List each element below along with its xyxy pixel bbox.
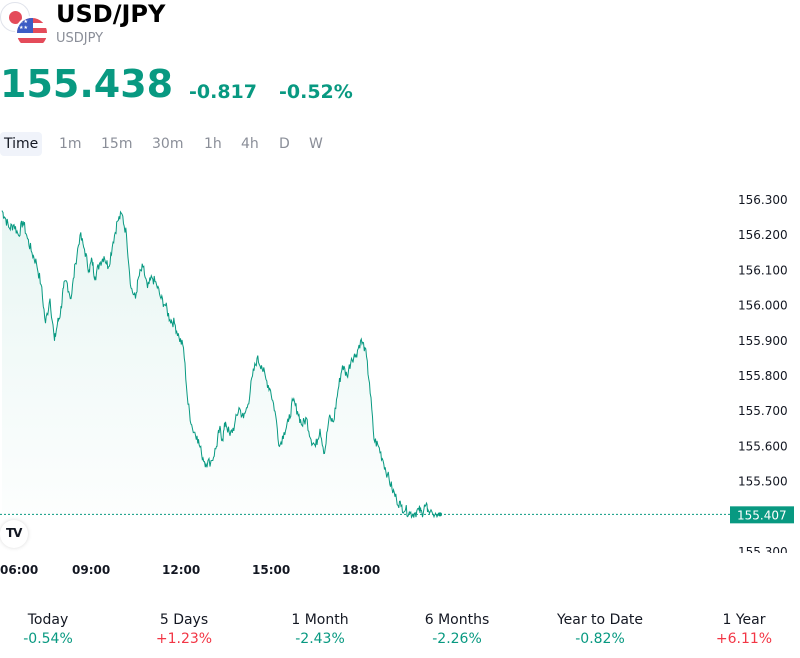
- tab-w[interactable]: W: [309, 136, 323, 152]
- perf-1-year[interactable]: 1 Year +6.11%: [684, 610, 800, 648]
- tab-1m[interactable]: 1m: [59, 136, 82, 152]
- tab-15m[interactable]: 15m: [101, 136, 133, 152]
- y-tick-label: 155.900: [738, 334, 788, 348]
- perf-today[interactable]: Today -0.54%: [0, 610, 108, 648]
- y-tick-label: 155.600: [738, 439, 788, 453]
- ticker-subtitle: USDJPY: [56, 31, 104, 46]
- perf-label: Year to Date: [556, 612, 644, 628]
- perf-year-to-date[interactable]: Year to Date -0.82%: [540, 610, 660, 648]
- last-price: 155.438: [0, 62, 174, 106]
- symbol-title: USD/JPY: [56, 0, 166, 28]
- us-flag-icon: [15, 16, 49, 50]
- perf-value: -2.43%: [295, 631, 345, 647]
- perf-label: 1 Year: [722, 612, 766, 628]
- y-tick-label: 156.000: [738, 299, 788, 313]
- y-tick-label: 156.100: [738, 263, 788, 277]
- perf-value: -2.26%: [432, 631, 482, 647]
- x-tick-label: 12:00: [162, 563, 200, 577]
- perf-1-month[interactable]: 1 Month -2.43%: [260, 610, 380, 648]
- currency-flags: [0, 2, 52, 50]
- perf-value: -0.54%: [23, 631, 73, 647]
- x-tick-label: 09:00: [72, 563, 110, 577]
- tab-30m[interactable]: 30m: [152, 136, 184, 152]
- tab-d[interactable]: D: [279, 136, 290, 152]
- perf-value: -0.82%: [575, 631, 625, 647]
- price-change-percent: -0.52%: [279, 81, 353, 103]
- x-tick-label: 15:00: [252, 563, 290, 577]
- last-price-badge: [730, 506, 794, 524]
- perf-label: 1 Month: [291, 612, 349, 628]
- y-tick-label: 156.200: [738, 228, 788, 242]
- last-price-label: 155.407: [737, 508, 787, 522]
- y-tick-label: 156.300: [738, 193, 788, 207]
- tradingview-logo-icon[interactable]: TV: [0, 520, 28, 548]
- tab-1h[interactable]: 1h: [204, 136, 222, 152]
- perf-label: 6 Months: [424, 612, 490, 628]
- y-tick-label: 155.500: [738, 475, 788, 489]
- perf-5-days[interactable]: 5 Days +1.23%: [124, 610, 244, 648]
- perf-value: +1.23%: [155, 631, 213, 647]
- y-tick-label: 155.800: [738, 369, 788, 383]
- price-line: [1, 210, 441, 519]
- tab-time[interactable]: Time: [0, 132, 43, 156]
- last-price-dot: [438, 512, 442, 517]
- perf-value: +6.11%: [715, 631, 773, 647]
- x-tick-label: 06:00: [0, 563, 38, 577]
- perf-label: 5 Days: [159, 612, 209, 628]
- perf-6-months[interactable]: 6 Months -2.26%: [397, 610, 517, 648]
- tab-4h[interactable]: 4h: [241, 136, 259, 152]
- x-tick-label: 18:00: [342, 563, 380, 577]
- perf-label: Today: [27, 612, 69, 628]
- area-fill: [2, 210, 440, 518]
- symbol-header: USD/JPY USDJPY: [0, 0, 800, 60]
- axis-mask: [730, 553, 800, 563]
- y-tick-label: 155.700: [738, 404, 788, 418]
- performance-bar: Today -0.54% 5 Days +1.23% 1 Month -2.43…: [0, 610, 800, 650]
- price-chart[interactable]: 156.300 156.200 156.100 156.000 155.900 155.8…: [0, 180, 800, 590]
- price-change: -0.817: [189, 81, 257, 103]
